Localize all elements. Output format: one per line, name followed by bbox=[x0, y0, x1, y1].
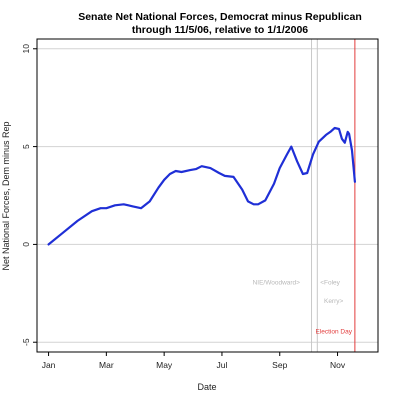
y-axis-ticks: -5 0 5 10 bbox=[21, 44, 37, 346]
x-tick-label-5: Nov bbox=[330, 360, 346, 370]
x-tick-label-4: Sep bbox=[272, 360, 287, 370]
grid-lines bbox=[37, 48, 378, 343]
series-line-0 bbox=[47, 126, 356, 246]
plot-frame bbox=[36, 38, 379, 353]
annotation-3: Election Day bbox=[315, 328, 352, 335]
x-axis-label: Date bbox=[197, 382, 216, 392]
x-tick-label-1: Mar bbox=[99, 360, 114, 370]
annotation-2: Kerry> bbox=[324, 298, 344, 305]
event-lines bbox=[311, 39, 356, 352]
chart-subtitle: through 11/5/06, relative to 1/1/2006 bbox=[132, 24, 308, 36]
x-tick-label-2: May bbox=[156, 360, 173, 370]
annotation-1: <Foley bbox=[320, 280, 340, 287]
y-tick-label-0: -5 bbox=[21, 338, 31, 346]
y-axis-label: Net National Forces, Dem minus Rep bbox=[1, 121, 11, 270]
y-tick-label-3: 10 bbox=[21, 44, 31, 54]
series-lines bbox=[47, 126, 356, 246]
x-axis-ticks: Jan Mar May Jul Sep Nov bbox=[42, 352, 346, 370]
y-tick-label-2: 5 bbox=[21, 144, 31, 149]
annotations: NIE/Woodward> <Foley Kerry> Election Day bbox=[253, 280, 353, 336]
x-tick-label-3: Jul bbox=[217, 360, 228, 370]
annotation-0: NIE/Woodward> bbox=[253, 280, 301, 287]
x-tick-label-0: Jan bbox=[42, 360, 56, 370]
chart-title: Senate Net National Forces, Democrat min… bbox=[78, 11, 362, 23]
y-tick-label-1: 0 bbox=[21, 242, 31, 247]
